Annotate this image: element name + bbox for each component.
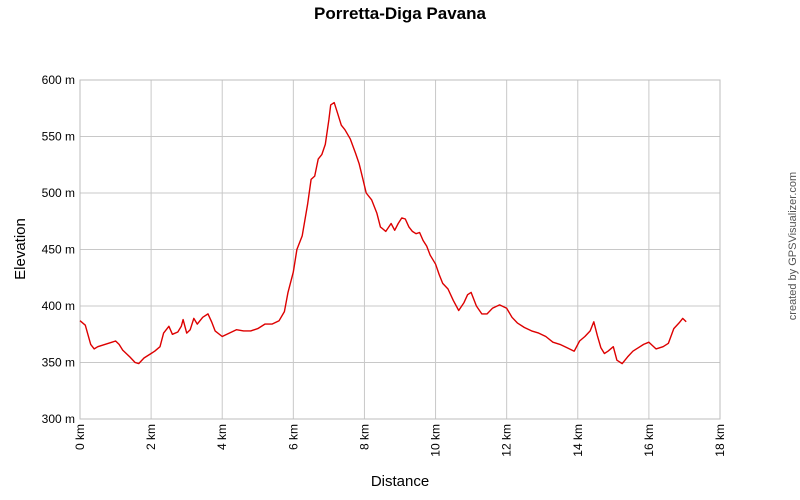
plot-frame — [79, 79, 721, 420]
x-tick-label: 8 km — [357, 424, 371, 450]
x-tick-label: 0 km — [73, 424, 87, 450]
chart-title: Porretta-Diga Pavana — [314, 4, 486, 23]
y-axis-label: Elevation — [12, 218, 29, 280]
x-axis-ticks: 0 km 2 km 4 km 6 km 8 km 10 km 12 km 14 km 16 km… — [73, 424, 727, 457]
x-tick-label: 4 km — [215, 424, 229, 450]
x-tick-label: 6 km — [286, 424, 300, 450]
grid-lines — [79, 79, 721, 420]
y-tick-label: 550 m — [42, 130, 75, 144]
x-tick-label: 2 km — [144, 424, 158, 450]
y-tick-label: 400 m — [42, 299, 75, 313]
x-tick-label: 16 km — [642, 424, 656, 457]
x-axis-label: Distance — [371, 473, 429, 490]
x-tick-label: 18 km — [713, 424, 727, 457]
y-tick-label: 300 m — [42, 412, 75, 426]
y-tick-label: 450 m — [42, 243, 75, 257]
y-axis-ticks: 300 m 350 m 400 m 450 m 500 m 550 m 600 m — [42, 73, 75, 426]
x-tick-label: 10 km — [429, 424, 443, 457]
y-tick-label: 350 m — [42, 356, 75, 370]
y-tick-label: 500 m — [42, 186, 75, 200]
credit-text: created by GPSVisualizer.com — [787, 171, 799, 321]
y-tick-label: 600 m — [42, 73, 75, 87]
elevation-line — [79, 101, 687, 365]
x-tick-label: 12 km — [500, 424, 514, 457]
x-tick-label: 14 km — [571, 424, 585, 457]
